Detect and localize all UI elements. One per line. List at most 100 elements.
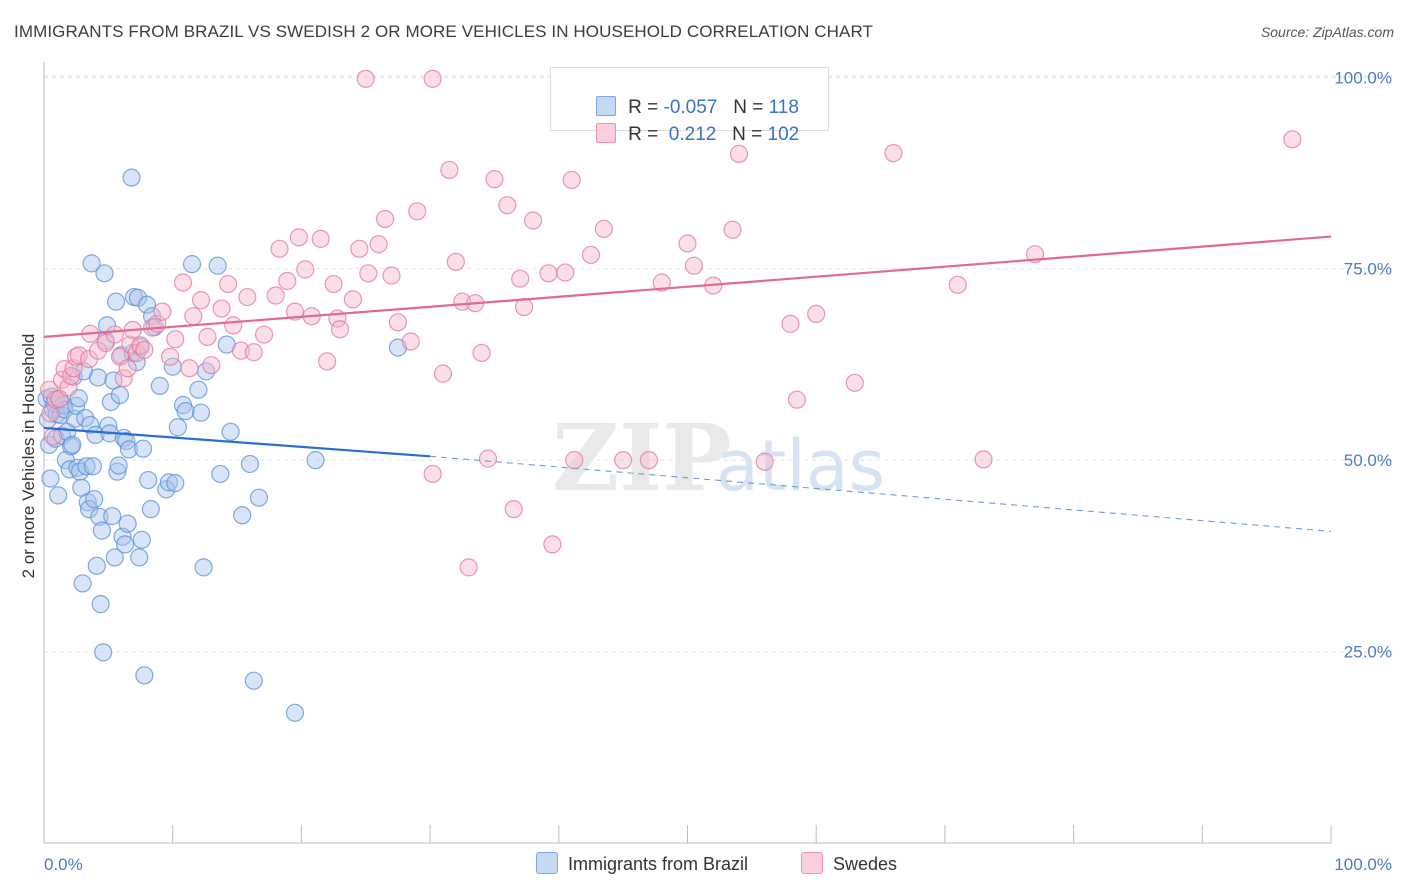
y-tick-label: 25.0%	[1344, 643, 1392, 662]
point-brazil	[211, 464, 230, 484]
point-brazil	[77, 457, 96, 476]
stats-legend: R = -0.057 N = 118 R = 0.212 N = 102	[550, 67, 829, 145]
point-swedes	[408, 202, 427, 221]
point-swedes	[135, 340, 154, 359]
point-brazil	[135, 666, 154, 685]
point-brazil	[109, 456, 128, 475]
point-swedes	[543, 535, 562, 554]
point-swedes	[330, 320, 350, 339]
point-brazil	[130, 548, 149, 567]
point-swedes	[423, 69, 442, 88]
point-swedes	[289, 228, 308, 247]
point-brazil	[119, 440, 139, 459]
point-brazil	[249, 488, 269, 507]
bottom-legend-brazil[interactable]: Immigrants from Brazil	[536, 852, 748, 878]
chart-title: IMMIGRANTS FROM BRAZIL VS SWEDISH 2 OR M…	[14, 22, 874, 41]
point-swedes	[198, 327, 217, 346]
point-swedes	[478, 449, 498, 468]
point-brazil	[118, 514, 137, 533]
point-swedes	[218, 274, 238, 294]
point-swedes	[285, 302, 305, 321]
legend-n-label: N =	[733, 97, 769, 118]
point-brazil	[92, 521, 112, 540]
point-brazil	[82, 254, 101, 273]
point-brazil	[65, 409, 84, 428]
point-brazil	[233, 506, 252, 525]
point-swedes	[212, 299, 231, 318]
point-swedes	[311, 229, 330, 248]
y-tick-label: 50.0%	[1344, 451, 1392, 470]
point-swedes	[614, 451, 633, 470]
point-swedes	[356, 69, 375, 88]
point-swedes	[180, 359, 199, 378]
point-brazil	[221, 422, 240, 441]
point-brazil	[63, 435, 82, 454]
point-swedes	[244, 343, 263, 362]
point-brazil	[139, 470, 158, 490]
point-swedes	[43, 427, 63, 446]
point-brazil	[55, 400, 74, 419]
point-brazil	[94, 643, 113, 662]
point-brazil	[106, 292, 126, 311]
point-swedes	[459, 558, 478, 577]
point-swedes	[504, 500, 523, 519]
point-brazil	[176, 402, 195, 421]
point-brazil	[182, 255, 202, 274]
trend-line-brazil-extension	[430, 455, 1332, 532]
point-swedes	[446, 252, 465, 271]
legend-r-label: R =	[628, 124, 664, 145]
point-brazil	[95, 264, 114, 283]
point-swedes	[359, 264, 378, 283]
point-swedes	[318, 352, 337, 371]
legend-r-value: 0.212	[663, 124, 717, 145]
point-swedes	[556, 263, 575, 282]
point-swedes	[562, 170, 581, 190]
bottom-legend-swedes[interactable]: Swedes	[801, 852, 897, 878]
point-brazil	[49, 486, 68, 505]
point-brazil	[73, 574, 92, 593]
point-swedes	[350, 239, 369, 258]
point-brazil	[105, 548, 124, 567]
point-brazil	[285, 703, 305, 722]
point-swedes	[153, 302, 172, 321]
point-swedes	[369, 235, 388, 254]
bottom-legend-swatch-swedes	[801, 852, 823, 874]
point-swedes	[594, 219, 613, 239]
point-swedes	[684, 256, 704, 275]
x-tick-label: 100.0%	[1334, 855, 1392, 874]
point-brazil	[159, 473, 178, 492]
point-brazil	[110, 385, 130, 405]
legend-swatch-brazil	[596, 96, 617, 116]
point-swedes	[401, 332, 420, 351]
point-swedes	[382, 266, 401, 285]
point-swedes	[498, 196, 517, 215]
point-swedes	[652, 273, 671, 292]
point-brazil	[166, 474, 185, 493]
y-tick-label: 100.0%	[1334, 68, 1392, 87]
point-swedes	[511, 269, 530, 288]
point-swedes	[118, 359, 137, 378]
point-swedes	[41, 404, 60, 423]
point-swedes	[539, 264, 558, 283]
point-swedes	[807, 304, 826, 324]
point-brazil	[81, 415, 100, 435]
point-brazil	[87, 556, 106, 575]
point-brazil	[189, 380, 208, 399]
point-swedes	[639, 451, 658, 470]
point-swedes	[388, 313, 408, 332]
point-brazil	[168, 418, 187, 437]
data-points	[37, 69, 1302, 722]
point-brazil	[99, 416, 118, 435]
point-brazil	[240, 454, 260, 474]
point-swedes	[723, 220, 742, 239]
point-swedes	[40, 380, 59, 399]
point-brazil	[133, 439, 153, 458]
point-swedes	[440, 160, 459, 180]
point-brazil	[208, 256, 227, 275]
point-swedes	[884, 144, 903, 163]
point-swedes	[59, 378, 78, 397]
point-swedes	[191, 291, 211, 310]
point-brazil	[150, 376, 169, 395]
point-swedes	[266, 286, 285, 305]
